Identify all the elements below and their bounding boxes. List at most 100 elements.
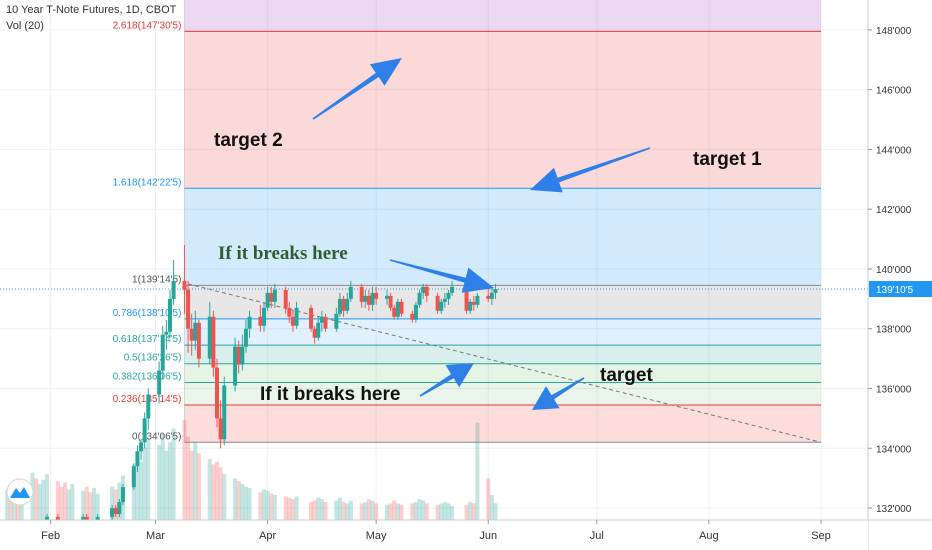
volume-bar [233, 478, 238, 520]
candle-body [493, 288, 498, 293]
candle-body [323, 316, 328, 329]
volume-bar [399, 504, 404, 520]
volume-bar [294, 496, 299, 520]
candle-body [283, 289, 288, 308]
candle-body [265, 292, 270, 308]
candle-body [131, 466, 136, 488]
volume-bar [70, 483, 75, 520]
volume-bar [410, 503, 415, 520]
volume-bar [182, 420, 187, 520]
fib-band-0.382 [184, 382, 821, 405]
volume-bar [421, 500, 426, 520]
candle-body [269, 292, 274, 302]
volume-bar [66, 489, 71, 520]
volume-bar [207, 458, 212, 520]
time-tick-label: Apr [259, 530, 276, 542]
candle-body [110, 508, 115, 518]
candle-body [312, 328, 317, 338]
candle-body [399, 301, 404, 314]
volume-bar [55, 481, 60, 520]
volume-bar [45, 474, 50, 520]
volume-bar [113, 489, 118, 520]
volume-bar [5, 489, 10, 520]
volume-bar [446, 503, 451, 520]
volume-bar [240, 483, 245, 520]
candle-body [233, 346, 238, 386]
fib-band-0.786 [184, 318, 821, 346]
volume-bar [135, 456, 140, 520]
time-tick-label: May [366, 530, 387, 542]
volume-bar [139, 461, 144, 520]
volume-bar [345, 503, 350, 520]
volume-bar [34, 478, 39, 520]
volume-bar [316, 497, 321, 520]
volume-bar [417, 499, 422, 520]
volume-bar [337, 497, 342, 520]
candle-body [370, 292, 375, 305]
candle-body [164, 331, 169, 335]
time-tick-label: Aug [699, 530, 719, 542]
annotation-breakdown: If it breaks here [260, 384, 401, 405]
annotation-arrows[interactable] [312, 58, 651, 410]
volume-bar [41, 479, 46, 520]
volume-bar [196, 453, 201, 520]
volume-bar [475, 422, 480, 520]
volume-bar [435, 504, 440, 520]
fib-band-2.618 [184, 31, 821, 189]
fibonacci-retracement[interactable]: 2.618(147'30'5) 1.618(142'22'5) 1(139'14'5… [113, 0, 821, 443]
time-axis[interactable]: Feb Mar Apr May Jun Jul Aug Sep [0, 519, 932, 550]
tradingview-logo[interactable] [6, 478, 34, 506]
volume-bar [110, 486, 115, 520]
trendline-line [187, 283, 822, 443]
candle-body [135, 451, 140, 467]
candle-body [366, 295, 371, 305]
logo-mountain-icon [10, 487, 30, 498]
candle-body [442, 298, 447, 302]
fib-band-1.618 [184, 188, 821, 286]
time-tick-label: Jul [590, 530, 604, 542]
volume-indicator-label: Vol (20) [6, 20, 44, 32]
candle-body [243, 328, 248, 347]
volume-bar [142, 447, 147, 520]
annotation-target-down: target [600, 365, 653, 386]
logo-circle [6, 478, 34, 506]
candle-body [272, 289, 277, 302]
candle-body [146, 394, 151, 419]
price-axis[interactable]: 132'000 134'000 136'000 138'000 140'000 142'0… [867, 0, 932, 550]
volume-bar [131, 464, 136, 520]
candle-body [424, 286, 429, 296]
volume-bar [392, 500, 397, 520]
chart-grid [0, 0, 868, 520]
price-tick-label: 148'000 [876, 26, 912, 37]
fib-level-label-1: 1(139'14'5) [132, 274, 181, 285]
price-tick-label: 140'000 [876, 265, 912, 276]
price-tick-label: 146'000 [876, 86, 912, 97]
candle-body [262, 307, 267, 326]
annotation-target-1: target 1 [693, 149, 762, 170]
candle-body [193, 322, 198, 341]
chart-title: 10 Year T-Note Futures, 1D, CBOT [6, 4, 177, 16]
candle-body [486, 295, 491, 299]
candle-body [211, 316, 216, 368]
price-axis-bg [868, 0, 932, 550]
fib-band-0.236 [184, 404, 821, 443]
volume-bar [88, 492, 93, 520]
candle-body [247, 316, 252, 329]
candle-body [117, 502, 122, 515]
volume-bar [8, 483, 13, 520]
volume-bar [59, 486, 64, 520]
volume-bar [287, 497, 292, 520]
annotation-breakout-up: If it breaks here [218, 243, 348, 264]
trendline[interactable] [0, 283, 868, 443]
volume-bar [222, 474, 227, 520]
fib-level-label-0: 0(134'06'5) [132, 431, 181, 442]
candle-body [196, 322, 201, 359]
volume-bar [319, 499, 324, 520]
fib-level-label-2.618: 2.618(147'30'5) [113, 20, 182, 31]
candle-body [341, 298, 346, 311]
candle-body [294, 307, 299, 326]
volume-bar [95, 493, 100, 520]
candle-body [410, 313, 415, 320]
volume-bar [424, 503, 429, 520]
